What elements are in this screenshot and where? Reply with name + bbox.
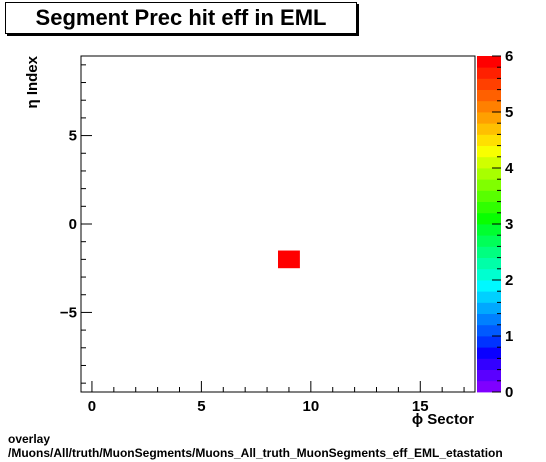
colorbar-segment: [477, 190, 501, 202]
axes: 0 5 10 15 −5 0 5: [60, 55, 476, 415]
x-tick-label: 15: [412, 398, 429, 415]
colorbar-segment: [477, 212, 501, 225]
colorbar-segment: [477, 89, 501, 102]
colorbar-segment: [477, 145, 501, 158]
footer-overlay-label: overlay: [8, 432, 51, 446]
colorbar-segment: [477, 257, 501, 270]
colorbar-segment: [477, 291, 501, 303]
footer-path-label: /Muons/All/truth/MuonSegments/Muons_All_…: [8, 446, 503, 460]
colorbar-segment: [477, 156, 501, 169]
colorbar-segment: [477, 134, 501, 146]
heatmap-cell-0: [278, 250, 300, 269]
colorbar-tick-label: 3: [505, 216, 513, 233]
y-tick-label: −5: [60, 304, 77, 321]
colorbar-tick-label: 5: [505, 104, 513, 121]
colorbar-segment: [477, 313, 501, 326]
x-tick-label: 10: [302, 398, 319, 415]
plot-frame: [80, 55, 476, 393]
colorbar-segment: [477, 56, 501, 68]
colorbar-segment: [477, 302, 501, 314]
colorbar-segment: [477, 224, 501, 236]
colorbar-segment: [477, 235, 501, 247]
y-axis-label: η Index: [24, 55, 41, 108]
colorbar-tick-label: 1: [505, 328, 513, 345]
x-axis-label: ϕ Sector: [412, 411, 474, 428]
color-scale: 0 1 2 3 4 5 6: [477, 48, 514, 401]
colorbar-segment: [477, 369, 501, 382]
colorbar-segment: [477, 201, 501, 214]
colorbar-tick-label: 0: [505, 384, 513, 401]
x-tick-label: 5: [197, 398, 205, 415]
colorbar-segment: [477, 280, 501, 292]
colorbar-segment: [477, 347, 501, 359]
plot-area: [278, 250, 300, 269]
colorbar-segment: [477, 268, 501, 281]
colorbar-tick-label: 4: [505, 160, 514, 177]
title-box: Segment Prec hit eff in EML: [5, 2, 357, 34]
colorbar-segment: [477, 168, 501, 180]
colorbar-segment: [477, 380, 501, 393]
colorbar-segment: [477, 78, 501, 90]
y-tick-label: 5: [69, 128, 77, 145]
colorbar-tick-label: 2: [505, 272, 513, 289]
colorbar-segment: [477, 100, 501, 113]
x-tick-label: 0: [88, 398, 96, 415]
colorbar-segment: [477, 358, 501, 370]
y-tick-label: 0: [69, 216, 77, 233]
colorbar-segment: [477, 336, 501, 348]
colorbar-segment: [477, 324, 501, 337]
colorbar-segment: [477, 112, 501, 124]
chart-title: Segment Prec hit eff in EML: [35, 5, 327, 30]
colorbar-segment: [477, 246, 501, 258]
colorbar-segment: [477, 123, 501, 135]
colorbar-segment: [477, 179, 501, 191]
colorbar-segment: [477, 67, 501, 79]
colorbar-tick-label: 6: [505, 48, 513, 65]
